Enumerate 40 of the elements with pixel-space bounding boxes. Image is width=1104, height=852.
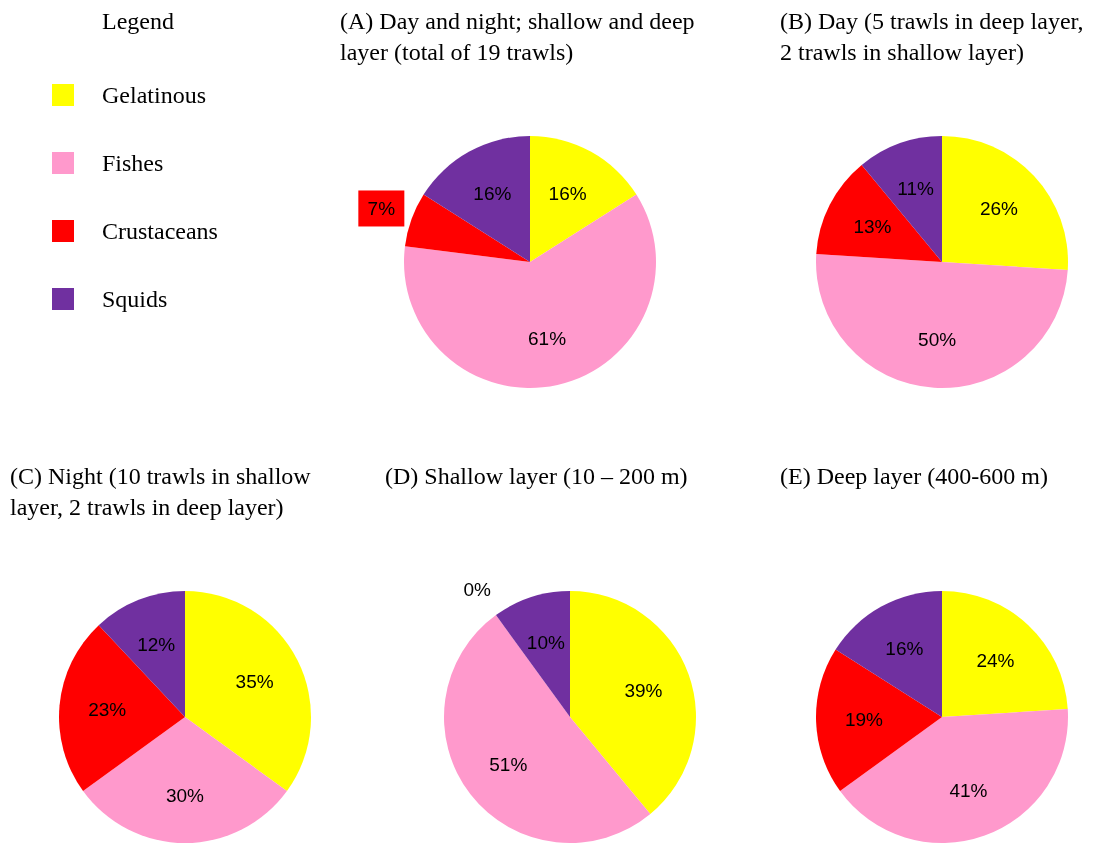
data-label: 11% — [897, 178, 934, 199]
pie-slice — [816, 164, 942, 262]
pie-slice — [942, 136, 1068, 270]
pie-slice — [816, 254, 1068, 388]
legend-label: Squids — [102, 285, 168, 313]
data-label: 10% — [526, 632, 565, 654]
data-label: 13% — [853, 216, 892, 238]
chart-title: (D) Shallow layer (10 – 200 m) — [384, 462, 689, 491]
data-label: 12% — [137, 633, 176, 655]
data-label: 51% — [489, 754, 528, 776]
data-label: 16% — [473, 183, 512, 205]
data-label: 19% — [844, 708, 884, 730]
legend-title: Legend — [102, 8, 175, 35]
data-label: 16% — [885, 638, 924, 660]
data-label: 26% — [979, 198, 1019, 220]
legend-label: Crustaceans — [102, 217, 218, 245]
data-label: 30% — [165, 784, 205, 806]
data-label: 61% — [528, 327, 567, 349]
data-label: 7% — [367, 197, 396, 219]
data-label: 41% — [949, 780, 988, 801]
pie-slice — [423, 136, 530, 262]
chart-title: (A) Day and night; shallow and deep layer (total of 19 trawls) — [339, 7, 696, 67]
legend-label: Gelatinous — [102, 81, 206, 109]
chart-title: (B) Day (5 trawls in deep layer, 2 trawls in shallow layer) — [779, 7, 1085, 67]
text: 0% — [463, 578, 491, 600]
data-label: 16% — [548, 183, 587, 205]
data-label: 35% — [235, 671, 274, 693]
pie-slice — [495, 591, 570, 717]
pie-slice — [83, 717, 287, 843]
chart-title: (C) Night (10 trawls in shallow layer, 2 trawls in deep layer) — [9, 462, 312, 522]
legend-label: Fishes — [102, 149, 164, 177]
data-label: 50% — [918, 329, 957, 351]
data-label: 39% — [624, 680, 663, 702]
pie-slice — [840, 709, 1068, 843]
data-label: 24% — [976, 649, 1015, 671]
pie-slice — [570, 591, 696, 815]
data-label: 23% — [88, 699, 127, 721]
chart-title: (E) Deep layer (400-600 m) — [779, 462, 1049, 491]
pie-slice — [942, 591, 1068, 717]
pie-slice — [530, 136, 637, 262]
